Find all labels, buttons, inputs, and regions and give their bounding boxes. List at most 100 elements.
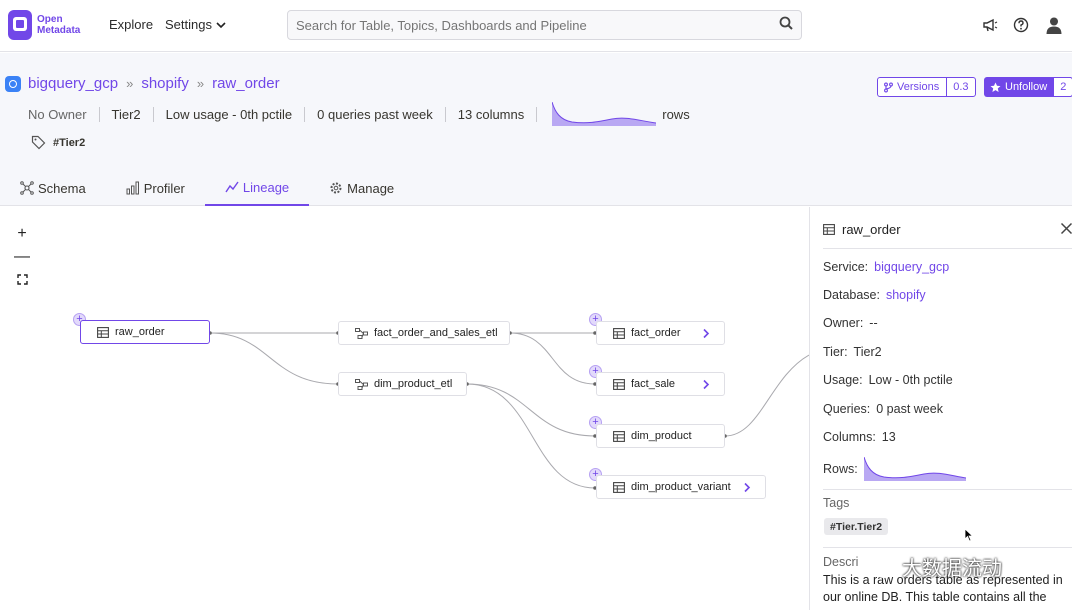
tag-tier2: #Tier2 [53, 136, 86, 149]
gear-icon [330, 182, 342, 194]
description-heading: Descri [823, 555, 859, 569]
database-link[interactable]: shopify [885, 288, 926, 302]
schema-icon [20, 181, 34, 195]
panel-divider [823, 547, 1072, 548]
versions-count: 0.3 [946, 78, 974, 96]
node-label: fact_sale [631, 378, 676, 390]
chevron-right-icon[interactable] [743, 482, 751, 493]
logo-mark-icon [8, 10, 32, 40]
announcement-icon[interactable] [980, 15, 1000, 35]
tier-value: Tier2 [853, 345, 882, 359]
panel-owner-row: Owner: -- [823, 315, 878, 331]
logo-line1: Open [37, 14, 63, 25]
breadcrumb-separator: » [126, 76, 134, 91]
tab-schema-label: Schema [38, 180, 86, 196]
node-label: dim_product [631, 430, 692, 442]
entity-tabs: Schema Profiler Lineage Manage [0, 170, 414, 206]
tab-manage[interactable]: Manage [309, 170, 414, 206]
entity-meta: No Owner Tier2 Low usage - 0th pctile 0 … [28, 102, 690, 126]
panel-title-text: raw_order [842, 222, 901, 237]
owner[interactable]: No Owner [28, 106, 100, 122]
table-icon [823, 224, 835, 235]
openmetadata-logo[interactable]: Open Metadata [8, 10, 80, 40]
lineage-node-raw-order[interactable]: raw_order [80, 320, 210, 344]
wechat-icon [863, 555, 894, 578]
usage-key: Usage: [823, 373, 863, 387]
table-icon [97, 326, 109, 338]
panel-usage-row: Usage: Low - 0th pctile [823, 372, 953, 388]
chevron-right-icon[interactable] [702, 328, 710, 339]
tier-key: Tier: [823, 345, 848, 359]
table-icon [613, 430, 625, 442]
bigquery-icon [5, 75, 21, 92]
columns-key: Columns: [823, 430, 876, 444]
lineage-edges [208, 331, 809, 490]
breadcrumb-separator: » [196, 76, 205, 91]
lineage-node-fact-order[interactable]: fact_order [596, 321, 725, 345]
panel-database-row: Database: shopify [823, 287, 926, 303]
lineage-node-fact-sale[interactable]: fact_sale [596, 372, 725, 396]
tier: Tier2 [100, 106, 154, 122]
node-label: fact_order_and_sales_etl [374, 327, 498, 339]
entity-header: bigquery_gcp » shopify » raw_order Versi… [0, 53, 1072, 206]
lineage-node-dim-product-variant[interactable]: dim_product_variant [596, 475, 766, 499]
watermark: 大数据流动 [862, 552, 1002, 581]
queries: 0 queries past week [305, 106, 446, 122]
chevron-right-icon[interactable] [702, 379, 710, 390]
panel-title: raw_order [823, 222, 901, 237]
node-label: raw_order [115, 326, 165, 338]
search-input[interactable] [287, 10, 802, 40]
lineage-canvas[interactable]: + — + raw_or [0, 207, 809, 610]
tag-list[interactable]: #Tier2 [31, 135, 85, 150]
lineage-node-dim-product-etl[interactable]: dim_product_etl [338, 372, 467, 396]
rows-key: Rows: [823, 462, 858, 476]
lineage-node-fact-order-and-sales-etl[interactable]: fact_order_and_sales_etl [338, 321, 510, 345]
tab-lineage-label: Lineage [242, 179, 290, 195]
entity-details-panel: raw_order Service: bigquery_gcp Database… [809, 207, 1072, 610]
tag-icon [31, 135, 46, 150]
owner-value: -- [869, 316, 878, 330]
breadcrumb-service[interactable]: bigquery_gcp [28, 75, 119, 92]
node-label: fact_order [631, 327, 681, 339]
panel-columns-row: Columns: 13 [823, 429, 896, 445]
user-icon[interactable] [1044, 15, 1064, 35]
pipeline-icon [355, 327, 368, 339]
table-icon [613, 327, 625, 339]
usage-value: Low - 0th pctile [868, 373, 953, 387]
queries-key: Queries: [823, 402, 871, 416]
chevron-down-icon [216, 21, 226, 28]
rows-sparkline [552, 102, 657, 126]
breadcrumb-database[interactable]: shopify [141, 75, 189, 92]
logo-line2: Metadata [37, 25, 81, 36]
columns-value: 13 [881, 430, 896, 444]
nav-settings-label: Settings [165, 17, 212, 32]
service-link[interactable]: bigquery_gcp [874, 260, 950, 274]
follow-label-wrap: Unfollow [984, 81, 1053, 93]
zoom-out-button[interactable]: — [14, 247, 30, 265]
versions-button[interactable]: Versions 0.3 [877, 77, 976, 97]
logo-text: Open Metadata [37, 14, 80, 36]
service-key: Service: [823, 260, 869, 274]
tab-schema[interactable]: Schema [0, 170, 106, 206]
unfollow-button[interactable]: Unfollow 2 [984, 77, 1072, 97]
database-key: Database: [823, 288, 880, 302]
queries-value: 0 past week [876, 402, 943, 416]
zoom-in-button[interactable]: + [17, 224, 27, 242]
profiler-icon [126, 181, 139, 195]
top-navbar: Open Metadata Explore Settings [0, 0, 1072, 52]
node-label: dim_product_etl [374, 378, 453, 390]
panel-rows-row: Rows: [823, 457, 966, 481]
help-icon[interactable] [1011, 15, 1031, 35]
lineage-icon [225, 181, 239, 193]
tab-lineage[interactable]: Lineage [204, 170, 310, 206]
tag-chip[interactable]: #Tier.Tier2 [824, 518, 889, 535]
lineage-node-dim-product[interactable]: dim_product [596, 424, 725, 448]
breadcrumb-table[interactable]: raw_order [212, 75, 280, 92]
fit-view-button[interactable] [10, 268, 34, 291]
tab-profiler[interactable]: Profiler [106, 170, 205, 206]
close-icon[interactable] [1060, 222, 1072, 235]
pipeline-icon [355, 378, 368, 390]
nav-settings[interactable]: Settings [165, 17, 227, 32]
nav-explore[interactable]: Explore [109, 17, 154, 32]
search-icon[interactable] [779, 16, 793, 30]
